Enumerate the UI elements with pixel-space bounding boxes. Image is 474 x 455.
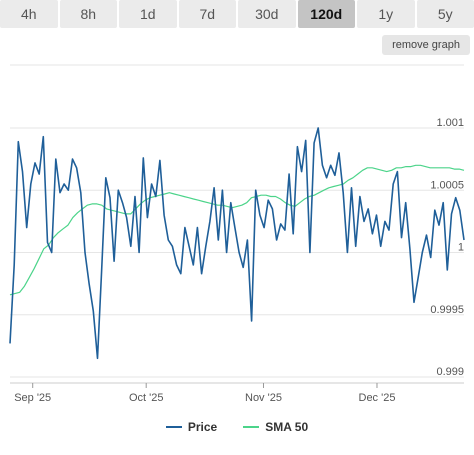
y-tick-label: 0.999 xyxy=(436,366,464,378)
remove-graph-button[interactable]: remove graph xyxy=(382,35,470,55)
chart-legend: Price SMA 50 xyxy=(0,420,474,434)
legend-price[interactable]: Price xyxy=(165,420,218,434)
tab-7d[interactable]: 7d xyxy=(178,0,236,28)
price-series-line xyxy=(9,127,465,360)
legend-sma-label: SMA 50 xyxy=(265,420,309,434)
legend-price-label: Price xyxy=(187,420,218,434)
x-tick-label: Dec '25 xyxy=(359,392,396,404)
tab-4h[interactable]: 4h xyxy=(0,0,58,28)
x-axis: Sep '25 Oct '25 Nov '25 Dec '25 xyxy=(10,382,464,404)
sma-series-line xyxy=(9,164,465,296)
chart-series xyxy=(9,127,465,360)
legend-price-swatch xyxy=(165,426,182,428)
y-tick-label: 1.001 xyxy=(436,117,464,129)
tab-5y[interactable]: 5y xyxy=(416,0,474,28)
time-range-tabs: 4h 8h 1d 7d 30d 120d 1y 5y xyxy=(0,0,474,30)
y-tick-label: 1.0005 xyxy=(430,179,464,191)
x-tick-label: Oct '25 xyxy=(129,392,164,404)
chart-grid xyxy=(10,64,464,378)
y-tick-label: 1 xyxy=(458,242,464,254)
y-axis: 0.999 0.9995 1 1.0005 1.001 xyxy=(430,117,464,378)
tab-1y[interactable]: 1y xyxy=(357,0,415,28)
x-tick-label: Nov '25 xyxy=(245,392,282,404)
legend-sma-swatch xyxy=(243,426,260,428)
legend-sma[interactable]: SMA 50 xyxy=(243,420,308,434)
tab-30d[interactable]: 30d xyxy=(238,0,296,28)
tab-120d[interactable]: 120d xyxy=(297,0,355,28)
price-chart: Sep '25 Oct '25 Nov '25 Dec '25 0.999 0.9995… xyxy=(9,64,465,404)
y-tick-label: 0.9995 xyxy=(430,304,464,316)
x-tick-label: Sep '25 xyxy=(14,392,51,404)
tab-1d[interactable]: 1d xyxy=(119,0,177,28)
tab-8h[interactable]: 8h xyxy=(59,0,117,28)
